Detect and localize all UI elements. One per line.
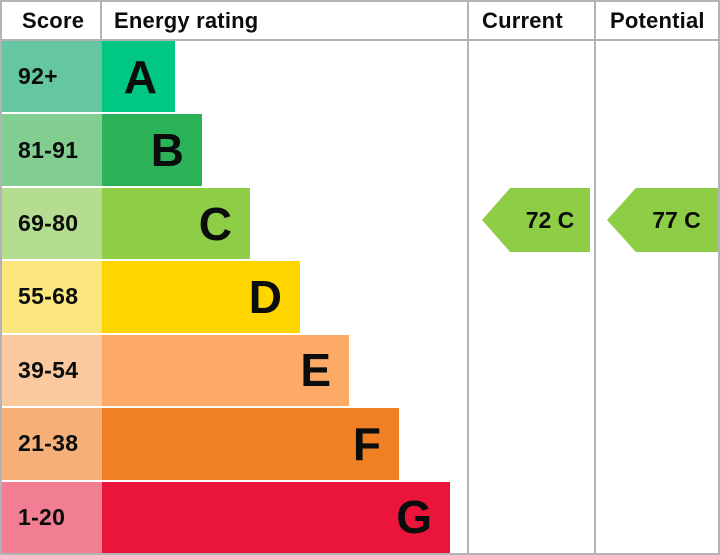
band-score-cell: 39-54 — [2, 334, 102, 407]
band-score-cell: 21-38 — [2, 408, 102, 480]
band-bar: B — [102, 114, 202, 186]
band-bar: E — [102, 334, 349, 407]
band-row: 21-38 F — [2, 408, 718, 482]
header-potential: Potential — [610, 7, 705, 33]
band-row: 81-91 B — [2, 114, 718, 188]
band-row: 55-68 D — [2, 261, 718, 335]
band-row: 1-20 G — [2, 481, 718, 553]
band-score-cell: 81-91 — [2, 114, 102, 186]
band-score-cell: 1-20 — [2, 481, 102, 553]
band-row: 39-54 E — [2, 334, 718, 409]
current-rating-label: 72 C — [525, 206, 575, 233]
band-row: 69-80 C — [2, 187, 718, 262]
band-bar: D — [102, 261, 300, 333]
header-score: Score — [2, 2, 102, 39]
band-score-cell: 69-80 — [2, 187, 102, 260]
band-score-cell: 55-68 — [2, 261, 102, 333]
band-bar: C — [102, 187, 250, 260]
band-bar: A — [102, 41, 175, 113]
band-bar: F — [102, 408, 399, 480]
chart-header: Score Energy rating Current Potential — [2, 2, 718, 41]
potential-rating-label: 77 C — [652, 206, 701, 233]
divider-current-column — [467, 2, 469, 553]
band-bar: G — [102, 481, 450, 553]
band-rows: 92+ A 81-91 B 69-80 C 55-68 D 39-54 E 21… — [2, 41, 718, 553]
divider-potential-column — [594, 2, 596, 553]
header-energy-rating: Energy rating — [114, 7, 259, 33]
header-current: Current — [482, 7, 563, 33]
band-row: 92+ A — [2, 41, 718, 115]
band-score-cell: 92+ — [2, 41, 102, 113]
